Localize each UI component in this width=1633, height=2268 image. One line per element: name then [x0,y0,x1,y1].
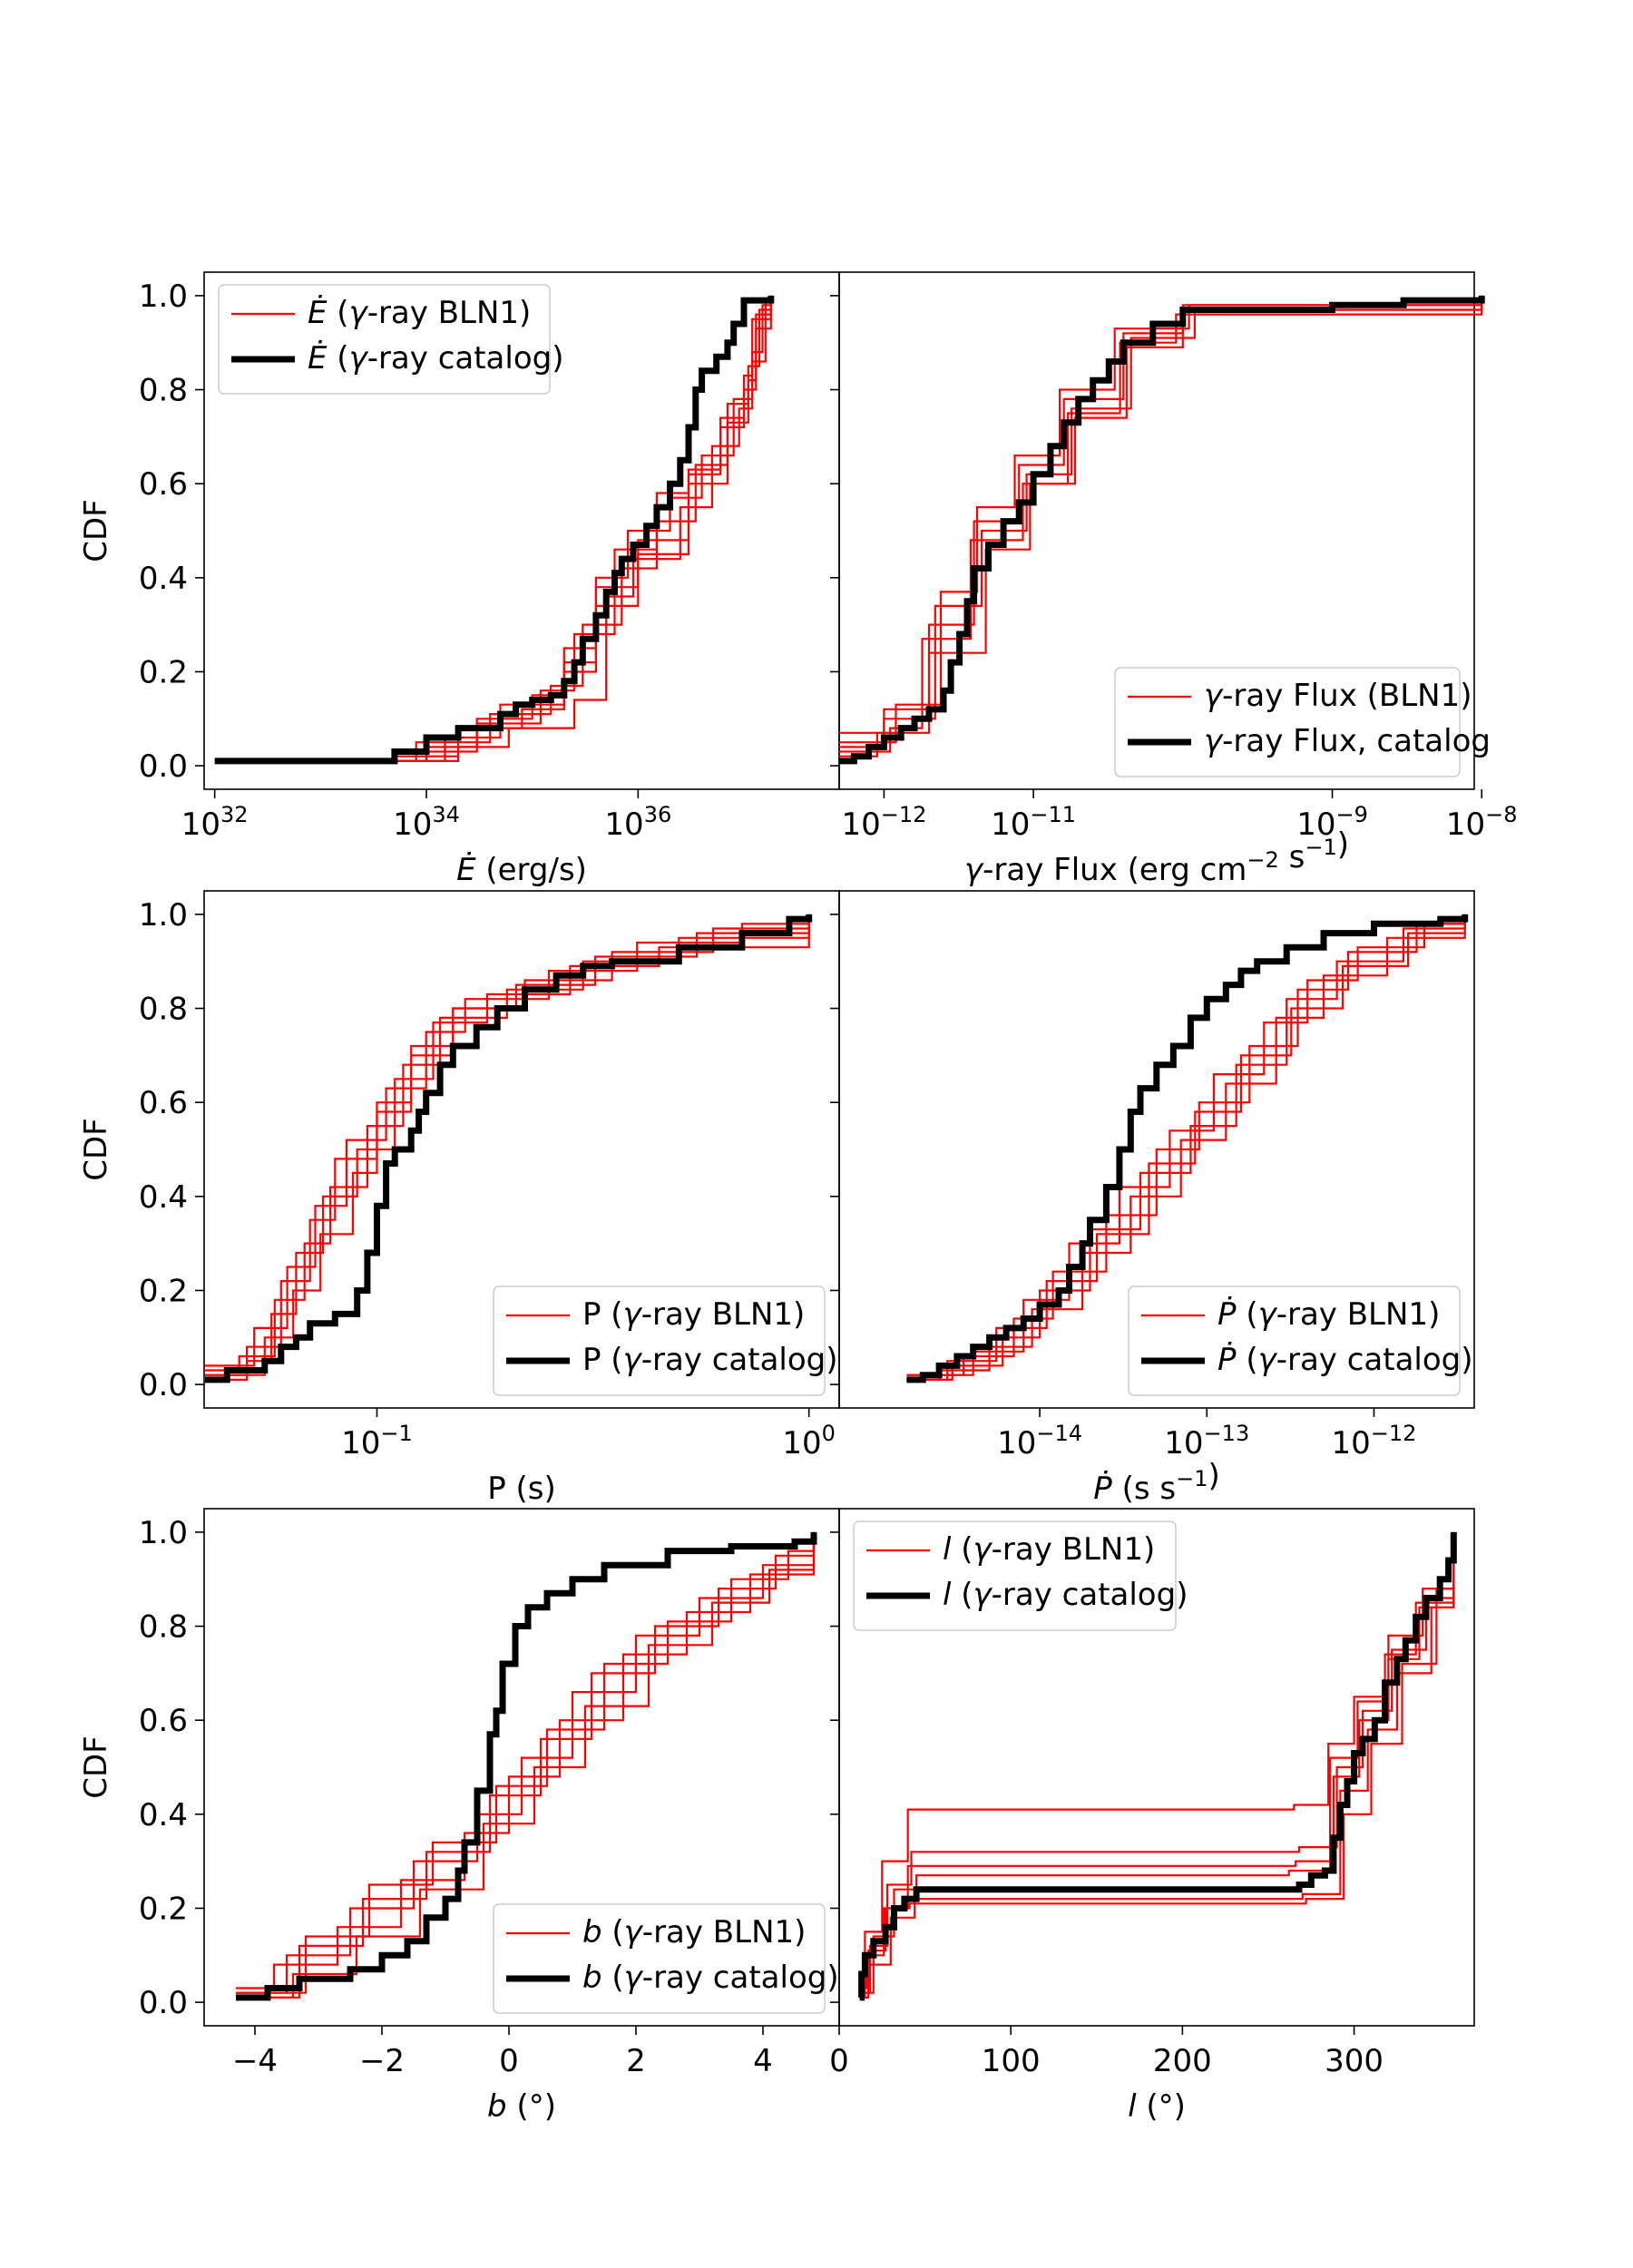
y-tick-label: 0.0 [139,748,188,785]
y-tick-label: 0.6 [139,1085,188,1121]
bln1-cdf-line [236,1531,816,1994]
x-axis-label: Ė (erg/s) [456,852,587,888]
x-tick-label: 10−12 [841,802,926,843]
y-tick-label: 0.4 [139,1797,188,1833]
y-tick-label: 0.8 [139,1609,188,1646]
bln1-cdf-line [214,295,772,762]
legend: Ė (γ-ray BLN1) Ė (γ-ray catalog) [218,284,564,395]
x-tick-label: 1032 [181,802,249,843]
legend-entry: b (γ-ray BLN1) [582,1914,806,1950]
y-tick-label: 0.2 [139,1891,188,1927]
plot-frame [838,890,1475,1409]
y-tick-label: 0.8 [139,373,188,409]
bln1-cdf-line [859,1531,1455,1999]
catalog-cdf-line [205,914,813,1383]
x-axis-label: Ṗ (s s−1) [1093,1458,1219,1507]
x-tick-label: 100 [982,2043,1041,2079]
catalog-cdf-line [838,295,1485,765]
bln1-cdf-line [205,914,810,1367]
x-tick-label: 10−13 [1164,1421,1249,1461]
y-tick-label: 1.0 [139,1515,188,1551]
bln1-cdf-line [236,1531,816,1994]
legend-entry: Ṗ (γ-ray BLN1) [1217,1296,1440,1333]
legend: P (γ-ray BLN1) P (γ-ray catalog) [493,1286,838,1396]
bln1-cdf-line [859,1531,1455,1999]
catalog-cdf-line [236,1531,817,2001]
y-axis-label: CDF [78,499,114,562]
bln1-cdf-line [236,1531,816,1999]
chart-panel-1: 0.0 0.2 0.4 0.6 0.8 1.0 1032 1034 1036 Ė (γ-ray B… [78,271,840,888]
plot-frame [838,271,1475,790]
bln1-cdf-line [236,1531,816,1999]
y-tick-label: 0.2 [139,654,188,690]
chart-panel-6: 0 100 200 300 l (γ-ray BLN1) l (γ-ray catalog… [829,1508,1475,2125]
y-tick-label: 0.4 [139,1179,188,1216]
x-tick-label: 1036 [604,802,671,843]
y-tick-label: 1.0 [139,897,188,934]
bln1-cdf-line [236,1531,816,1989]
y-tick-label: 0.2 [139,1273,188,1309]
chart-panel-5: 0.00.20.40.60.81.0−4 −2 0 2 4b (γ-ray BLN1)b… [78,1508,840,2125]
bln1-cdf-line [906,914,1466,1381]
bln1-cdf-line [859,1531,1455,1994]
catalog-cdf-line [214,295,775,765]
y-tick-label: 1.0 [139,279,188,315]
y-tick-label: 0.0 [139,1367,188,1403]
legend-entry: P (γ-ray catalog) [582,1342,838,1378]
legend-entry: l (γ-ray BLN1) [943,1531,1155,1568]
y-tick-label: 0.6 [139,466,188,503]
x-axis-label: b (°) [487,2088,556,2125]
x-axis-label: l (°) [1128,2088,1186,2125]
x-tick-label: −2 [359,2043,405,2079]
legend: l (γ-ray BLN1) l (γ-ray catalog) [853,1520,1188,1631]
x-tick-label: 4 [753,2043,773,2079]
x-axis-label: P (s) [487,1471,556,1507]
y-tick-label: 0.4 [139,561,188,597]
x-tick-label: 10−9 [1296,802,1368,843]
x-tick-label: 10−12 [1332,1421,1417,1461]
x-tick-label: 100 [782,1421,836,1461]
x-tick-label: 0 [829,2043,849,2079]
x-tick-label: 10−1 [341,1421,413,1461]
legend: γ-ray Flux (BLN1) γ-ray Flux, catalog [1114,667,1491,777]
bln1-cdf-line [838,295,1483,744]
x-axis-label: γ-ray Flux (erg cm−2 s−1) [964,826,1349,888]
legend-entry: l (γ-ray catalog) [943,1577,1188,1613]
bln1-cdf-line [838,295,1483,758]
legend: Ṗ (γ-ray BLN1) Ṗ (γ-ray catalog) [1128,1286,1473,1396]
x-tick-label: −4 [232,2043,278,2079]
bln1-cdf-line [859,1531,1455,1989]
y-tick-label: 0.6 [139,1703,188,1739]
y-tick-label: 0.8 [139,992,188,1028]
catalog-cdf-line [906,914,1469,1383]
legend-entry: Ė (γ-ray catalog) [308,340,564,376]
catalog-cdf-line [858,1531,1457,2001]
x-tick-label: 10−14 [997,1421,1082,1461]
x-tick-label: 200 [1153,2043,1212,2079]
legend-entry: b (γ-ray catalog) [582,1960,839,1996]
y-tick-label: 0.0 [139,1985,188,2021]
bln1-cdf-line [205,914,810,1376]
legend-entry: P (γ-ray BLN1) [582,1296,805,1333]
x-tick-label: 1034 [393,802,460,843]
legend-entry: γ-ray Flux (BLN1) [1204,678,1472,714]
x-tick-label: 0 [499,2043,519,2079]
x-tick-label: 10−11 [991,802,1076,843]
legend-entry: γ-ray Flux, catalog [1204,723,1491,759]
plot-frame [838,1508,1475,2027]
x-tick-label: 10−8 [1446,802,1518,843]
x-tick-label: 300 [1325,2043,1384,2079]
legend-entry: Ė (γ-ray BLN1) [308,295,531,331]
x-tick-label: 2 [626,2043,646,2079]
chart-panel-4: 10−14 10−13 10−12 Ṗ (γ-ray BLN1) Ṗ (γ-ray ca… [830,890,1475,1507]
legend-entry: Ṗ (γ-ray catalog) [1217,1342,1473,1378]
legend: b (γ-ray BLN1) b (γ-ray catalog) [493,1903,839,2014]
y-axis-label: CDF [78,1735,114,1798]
y-axis-label: CDF [78,1118,114,1180]
